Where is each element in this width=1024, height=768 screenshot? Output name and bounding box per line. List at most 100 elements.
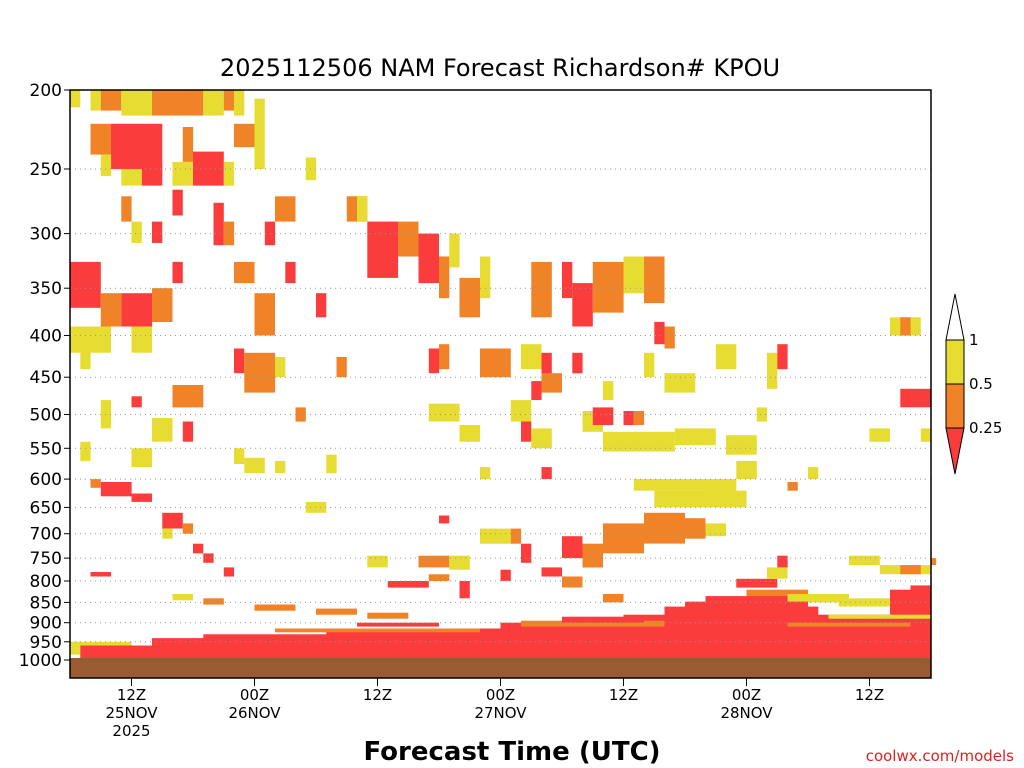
heatmap-cell (531, 428, 552, 449)
heatmap-cell (203, 90, 224, 116)
heatmap-cell (808, 467, 819, 480)
heatmap-cell (931, 558, 937, 566)
heatmap-cell (572, 283, 593, 327)
heatmap-cell (203, 634, 932, 642)
heatmap-cell (428, 574, 450, 581)
heatmap-cell (900, 565, 921, 575)
heatmap-cell (521, 344, 542, 370)
heatmap-cell (582, 543, 603, 568)
x-tick-label: 26NOV (228, 704, 281, 722)
heatmap-cell (316, 608, 357, 615)
heatmap-cell (572, 352, 583, 374)
heatmap-cell (418, 233, 439, 284)
legend-label: 0.25 (969, 419, 1002, 437)
heatmap-cell (777, 344, 788, 370)
heatmap-cell (275, 628, 480, 633)
heatmap-cell (900, 317, 911, 336)
heatmap-cell (439, 344, 450, 370)
heatmap-cell (264, 221, 276, 246)
heatmap-cell (592, 261, 624, 313)
heatmap-cell (480, 467, 491, 480)
x-tick-label: 12Z (855, 686, 884, 704)
y-tick-label: 350 (30, 279, 62, 299)
heatmap-cell (644, 352, 655, 378)
legend-swatch-top (945, 293, 965, 341)
heatmap-cell (664, 373, 696, 393)
heatmap-cell (562, 261, 573, 299)
heatmap-cell (172, 90, 204, 116)
heatmap-cell (152, 288, 173, 322)
heatmap-cell (787, 594, 849, 603)
heatmap-cell (900, 388, 932, 408)
heatmap-cell (715, 344, 737, 370)
heatmap-cell (726, 435, 757, 455)
heatmap-cell (705, 523, 726, 537)
x-tick-label: 12Z (363, 686, 392, 704)
richardson-cells (70, 90, 937, 659)
heatmap-cell (418, 555, 450, 568)
heatmap-cell (459, 581, 470, 599)
legend-swatch (945, 383, 965, 429)
heatmap-cell (100, 482, 132, 497)
y-tick-label: 1000 (19, 651, 62, 671)
heatmap-cell (541, 467, 552, 480)
heatmap-cell (182, 421, 194, 442)
heatmap-cell (182, 523, 194, 534)
heatmap-cell (398, 221, 419, 257)
credit-text[interactable]: coolwx.com/models (866, 747, 1014, 765)
x-tick-label: 00Z (240, 686, 269, 704)
y-tick-label: 250 (30, 160, 62, 180)
heatmap-cell (357, 196, 368, 222)
heatmap-cell (131, 221, 142, 243)
heatmap-cell (644, 256, 665, 304)
heatmap-cell (275, 196, 296, 222)
heatmap-cell (510, 400, 532, 422)
x-tick-label: 00Z (486, 686, 515, 704)
heatmap-cell (500, 569, 511, 581)
heatmap-cell (234, 90, 245, 116)
x-tick-label: 2025 (112, 722, 150, 740)
heatmap-cell (182, 127, 194, 162)
heatmap-cell (172, 261, 183, 284)
heatmap-cell (121, 169, 142, 186)
heatmap-cell (664, 326, 675, 349)
heatmap-cell (70, 641, 132, 648)
heatmap-cell (152, 418, 173, 442)
heatmap-cell (121, 293, 153, 327)
heatmap-cell (70, 90, 81, 108)
heatmap-cell (254, 98, 265, 169)
x-axis-label: Forecast Time (UTC) (363, 737, 660, 767)
heatmap-cell (70, 641, 81, 655)
heatmap-cell (910, 585, 931, 607)
y-tick-label: 950 (30, 633, 62, 653)
heatmap-cell (172, 161, 193, 186)
heatmap-cell (510, 528, 522, 544)
heatmap-cell (541, 373, 562, 393)
heatmap-cell (223, 161, 235, 186)
heatmap-cell (869, 428, 890, 442)
heatmap-cell (193, 543, 204, 554)
heatmap-cell (736, 578, 778, 588)
heatmap-cell (275, 357, 286, 378)
heatmap-cell (193, 151, 224, 186)
heatmap-cell (131, 396, 142, 408)
heatmap-cell (172, 594, 193, 601)
heatmap-cell (439, 515, 450, 524)
heatmap-cell (121, 90, 153, 116)
heatmap-cell (777, 555, 788, 568)
y-axis: 200 250 300 350 400 450 500 550 600 650 700 750 8008… (19, 81, 70, 671)
y-tick-label: 900 (30, 614, 62, 634)
heatmap-cell (531, 381, 542, 400)
heatmap-cell (141, 166, 163, 186)
y-tick-label: 750 (30, 549, 62, 569)
heatmap-cell (244, 457, 265, 474)
heatmap-cell (367, 221, 399, 278)
heatmap-cell (234, 348, 245, 374)
y-tick-label: 400 (30, 327, 62, 347)
heatmap-cell (521, 543, 532, 563)
ground-strip (70, 658, 931, 678)
heatmap-cell (736, 460, 757, 480)
heatmap-cell (541, 352, 552, 378)
